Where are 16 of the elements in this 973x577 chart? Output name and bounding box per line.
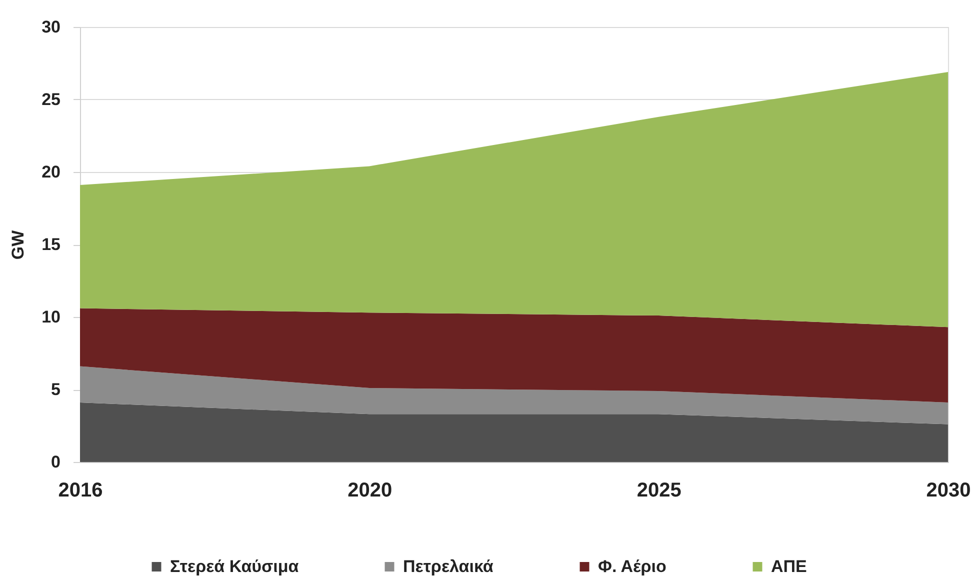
y-tick-label: 30 bbox=[42, 18, 60, 36]
y-tick-label: 20 bbox=[42, 162, 60, 182]
y-axis-title: GW bbox=[8, 229, 28, 260]
x-tick-label: 2025 bbox=[636, 480, 682, 502]
legend-label: ΑΠΕ bbox=[771, 556, 807, 576]
y-tick-label: 10 bbox=[42, 308, 60, 326]
y-tick-label: 25 bbox=[42, 90, 60, 109]
x-tick-label: 2020 bbox=[348, 480, 392, 502]
x-tick-label: 2016 bbox=[58, 480, 103, 502]
y-tick-label: 15 bbox=[42, 235, 60, 254]
y-tick-label: 5 bbox=[51, 380, 60, 399]
x-tick-label: 2030 bbox=[926, 480, 971, 502]
legend-label: Φ. Αέριο bbox=[598, 556, 666, 576]
y-tick-label: 0 bbox=[51, 452, 60, 472]
legend-label: Στερεά Καύσιμα bbox=[170, 556, 300, 576]
legend-label: Πετρελαικά bbox=[403, 556, 494, 576]
